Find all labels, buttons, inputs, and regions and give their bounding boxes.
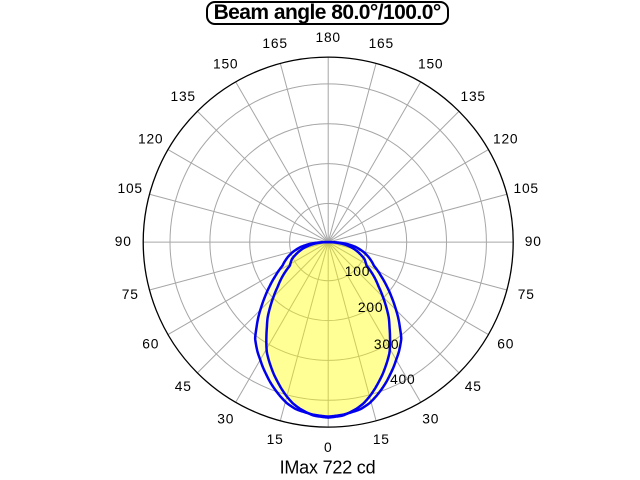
svg-text:15: 15 xyxy=(373,432,390,447)
svg-text:30: 30 xyxy=(422,411,439,426)
svg-text:100: 100 xyxy=(345,264,370,279)
svg-text:180: 180 xyxy=(315,30,340,45)
svg-text:120: 120 xyxy=(493,131,518,146)
svg-text:0: 0 xyxy=(324,440,332,455)
svg-text:120: 120 xyxy=(138,131,163,146)
svg-text:300: 300 xyxy=(374,337,399,352)
svg-text:90: 90 xyxy=(115,234,132,249)
svg-text:165: 165 xyxy=(262,36,287,51)
svg-text:135: 135 xyxy=(170,89,195,104)
svg-text:60: 60 xyxy=(497,336,514,351)
svg-text:90: 90 xyxy=(525,234,542,249)
svg-text:150: 150 xyxy=(213,56,238,71)
svg-text:75: 75 xyxy=(518,287,535,302)
svg-text:135: 135 xyxy=(460,89,485,104)
svg-text:45: 45 xyxy=(175,379,192,394)
svg-text:200: 200 xyxy=(358,300,383,315)
svg-text:105: 105 xyxy=(117,181,142,196)
svg-text:30: 30 xyxy=(217,411,234,426)
svg-text:60: 60 xyxy=(142,336,159,351)
svg-text:15: 15 xyxy=(267,432,284,447)
svg-text:IMax 722 cd: IMax 722 cd xyxy=(280,457,376,477)
svg-text:400: 400 xyxy=(390,372,415,387)
svg-text:105: 105 xyxy=(513,181,538,196)
svg-text:45: 45 xyxy=(465,379,482,394)
svg-text:75: 75 xyxy=(122,287,139,302)
svg-text:165: 165 xyxy=(369,36,394,51)
svg-text:150: 150 xyxy=(418,56,443,71)
